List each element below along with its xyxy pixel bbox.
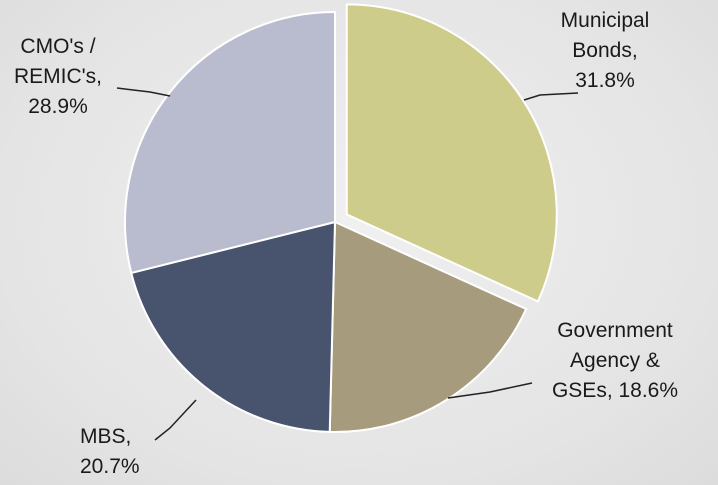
leader-line <box>116 87 171 97</box>
pie-slice <box>130 220 337 433</box>
leader-line <box>523 92 579 101</box>
data-label: CMO's / REMIC's, 28.9% <box>13 35 102 118</box>
leader-line <box>447 382 533 399</box>
leader-line <box>154 399 197 441</box>
data-label: Government Agency & GSEs, 18.6% <box>551 319 679 402</box>
pie-slice <box>345 3 558 303</box>
data-label: MBS, 20.7% <box>80 425 140 478</box>
pie-slice <box>124 10 336 275</box>
data-label: Municipal Bonds, 31.8% <box>560 9 650 92</box>
pie-slice <box>328 220 528 433</box>
